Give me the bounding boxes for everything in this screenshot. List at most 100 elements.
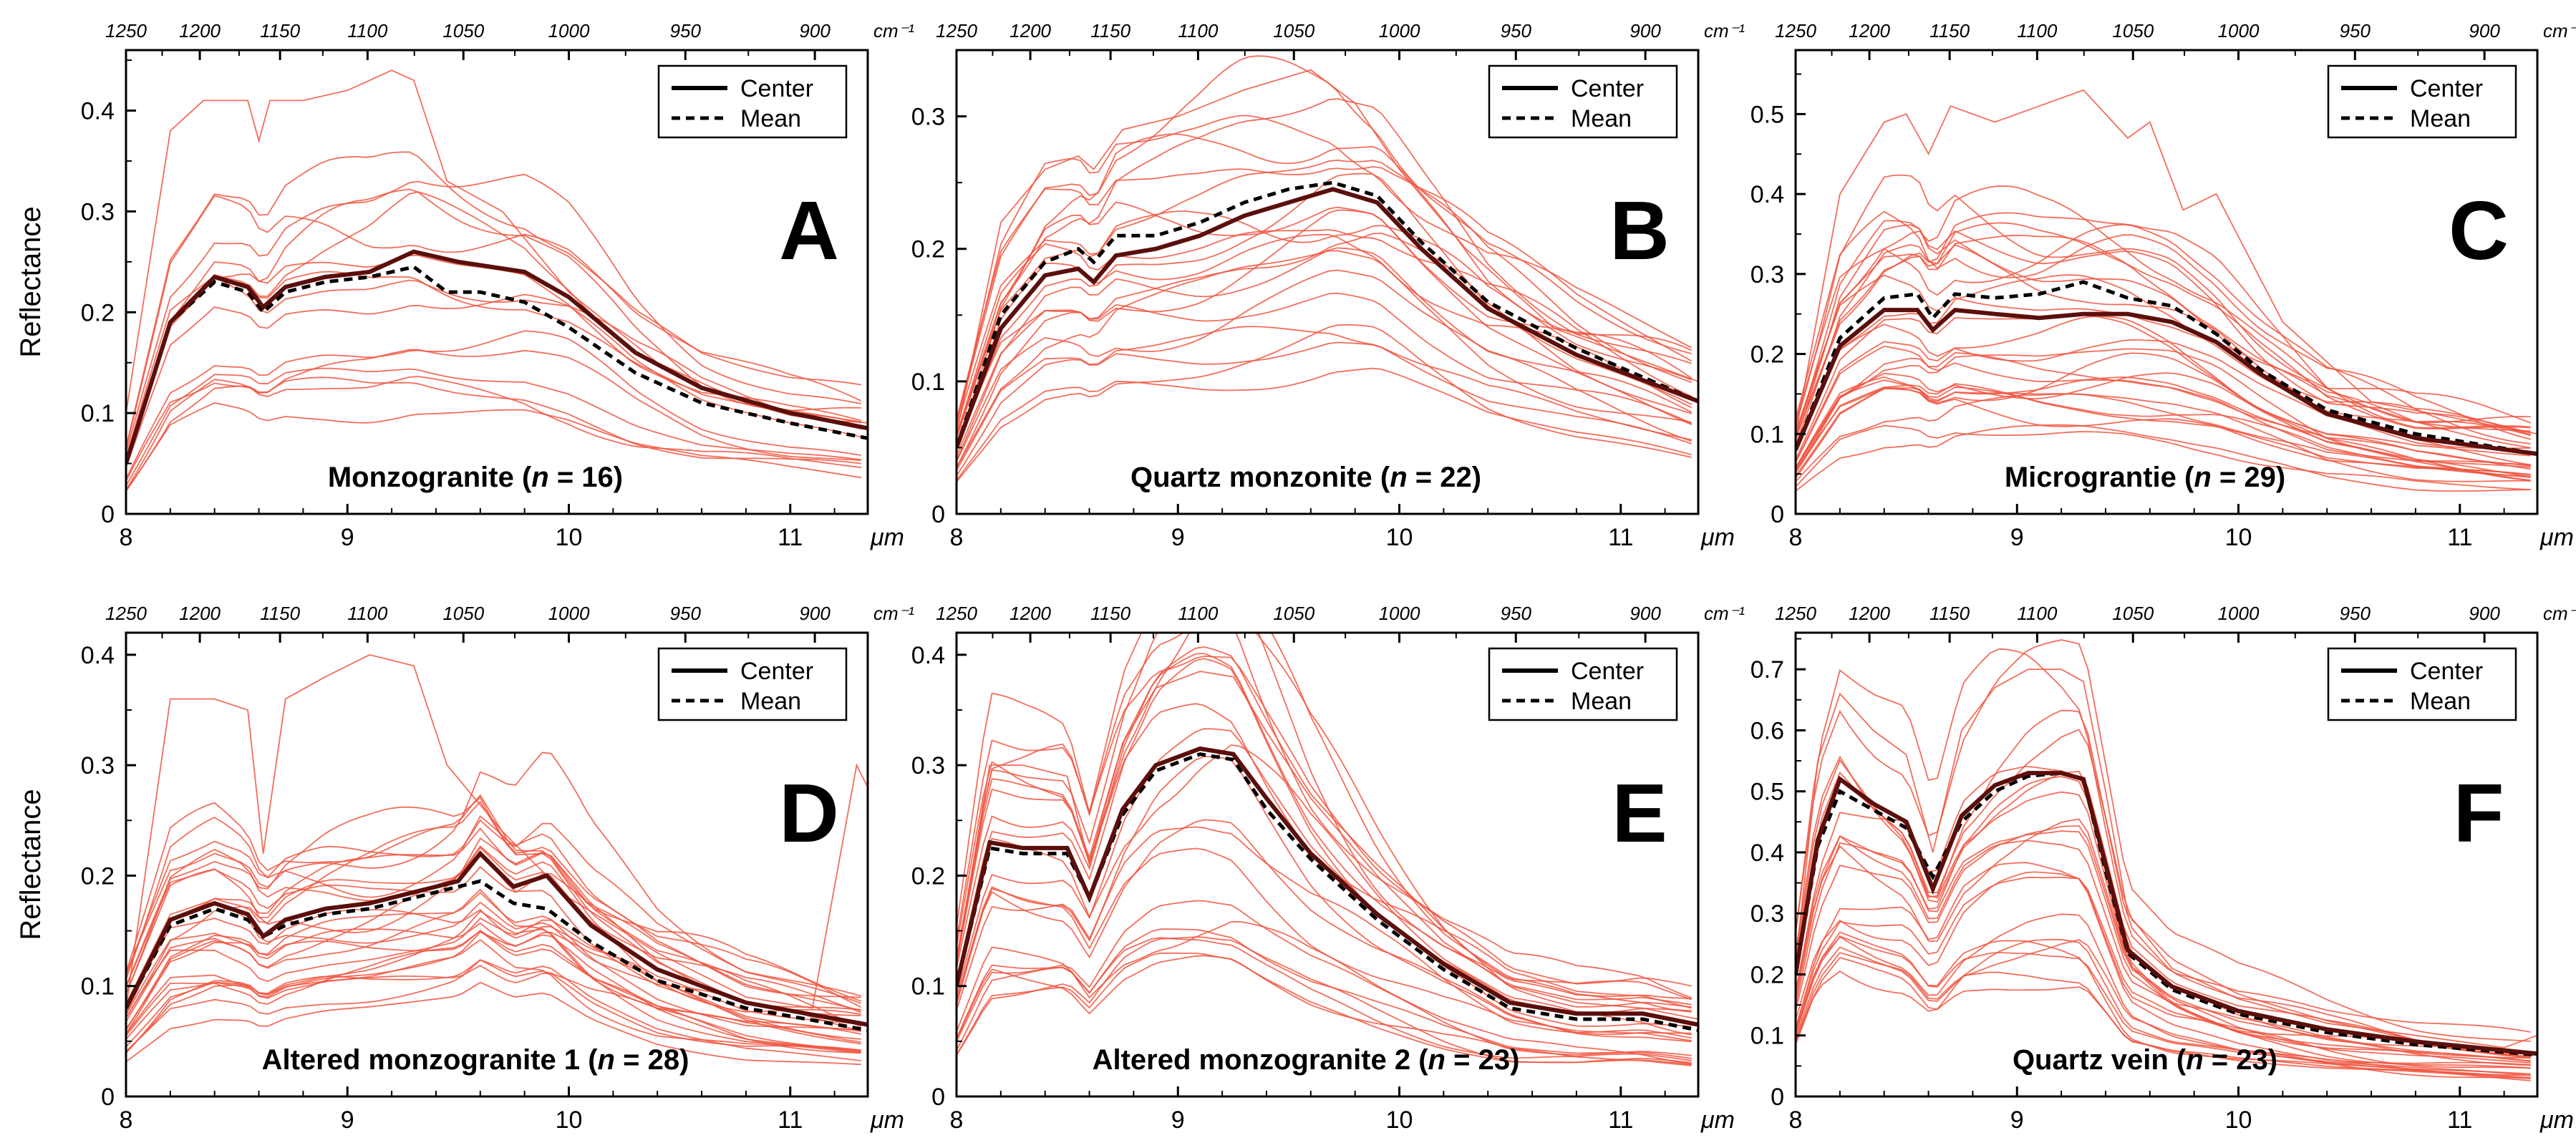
legend-center-label: Center xyxy=(740,658,813,685)
sample-spectrum-line xyxy=(957,159,1693,429)
y-tick-label: 0.4 xyxy=(911,642,945,669)
top-tick-label: 1250 xyxy=(105,603,147,624)
panel-letter: B xyxy=(1609,184,1670,277)
sample-spectrum-line xyxy=(1796,862,2531,1066)
sample-spectrum-line xyxy=(1796,759,2531,1059)
sample-spectrum-line xyxy=(1796,835,2531,1062)
legend-center-label: Center xyxy=(1571,75,1644,102)
sample-spectrum-line xyxy=(957,250,1692,468)
rock-type-label: Altered monzogranite 1 (n = 28) xyxy=(262,1044,689,1076)
plot-frame xyxy=(955,631,1700,1098)
top-unit-label: cm⁻¹ xyxy=(873,603,914,624)
top-tick-label: 1200 xyxy=(179,603,221,624)
top-tick-label: 1150 xyxy=(1090,603,1130,624)
x-tick-label: 10 xyxy=(2225,1106,2252,1134)
x-tick-label: 8 xyxy=(1789,524,1803,551)
sample-spectrum-line xyxy=(126,653,868,1009)
x-tick-label: 9 xyxy=(1171,524,1185,551)
top-tick-label: 1250 xyxy=(1775,603,1816,624)
panel-letter: D xyxy=(779,767,839,860)
legend-box xyxy=(657,647,848,721)
sample-spectrum-line xyxy=(957,55,1692,424)
top-tick-label: 1050 xyxy=(2112,603,2154,624)
sample-spectrum-line xyxy=(1796,938,2531,1079)
legend-box xyxy=(2327,64,2517,139)
top-tick-label: 950 xyxy=(1501,20,1532,42)
top-tick-label: 900 xyxy=(799,603,831,624)
sample-spectrum-line xyxy=(1796,776,2531,1059)
y-tick-label: 0.1 xyxy=(911,369,945,396)
y-tick-label: 0 xyxy=(101,501,115,528)
y-tick-label: 0.2 xyxy=(81,299,115,326)
mean-line xyxy=(1796,771,2537,1057)
top-tick-label: 1050 xyxy=(442,603,484,624)
sample-spectrum-line xyxy=(1796,935,2531,1075)
sample-spectrum-line xyxy=(126,930,861,1035)
sample-spectrum-line xyxy=(1796,274,2531,449)
legend: Center Mean xyxy=(657,64,848,139)
y-axis-title: Reflectance xyxy=(15,206,47,357)
y-tick-label: 0.1 xyxy=(1751,421,1784,448)
y-tick-label: 0 xyxy=(931,501,945,528)
rock-type-count: = 23) xyxy=(1446,1044,1519,1076)
sample-spectrum-line xyxy=(1796,393,2531,482)
y-tick-label: 0.3 xyxy=(81,198,115,225)
panel-letter: C xyxy=(2449,184,2509,277)
y-tick-label: 0.5 xyxy=(1751,779,1784,806)
sample-spectrum-line xyxy=(957,671,1698,1020)
y-axis-title: Reflectance xyxy=(15,789,47,940)
plot-frame xyxy=(125,49,869,515)
y-tick-label: 0.3 xyxy=(1751,900,1784,928)
x-tick-label: 11 xyxy=(2447,524,2472,551)
x-unit-label: μm xyxy=(870,524,904,551)
sample-spectrum-line xyxy=(1796,372,2531,477)
sample-spectrum-line xyxy=(957,728,1692,1028)
sample-spectrum-line xyxy=(1796,383,2531,477)
sample-spectrum-line xyxy=(957,229,1693,437)
top-tick-label: 900 xyxy=(2469,603,2500,624)
sample-spectrum-line xyxy=(957,955,1692,1066)
y-tick-label: 0.3 xyxy=(1751,261,1784,288)
top-tick-label: 1050 xyxy=(1273,603,1314,624)
top-tick-label: 1200 xyxy=(1849,603,1890,624)
panel-b: 0 0.1 0.2 0.3 8 9 10 11 μm 1250 1200 1150 1100 1050 10… xyxy=(911,20,1745,551)
y-tick-label: 0.1 xyxy=(911,973,945,1001)
rock-type-name: Micrograntie ( xyxy=(2005,462,2194,493)
top-unit-label: cm⁻¹ xyxy=(2543,20,2576,42)
sample-spectrum-line xyxy=(957,646,1692,1008)
mean-line xyxy=(957,752,1698,1032)
y-tick-label: 0.4 xyxy=(81,642,115,669)
legend-mean-label: Mean xyxy=(2410,105,2471,132)
sample-spectrum-line xyxy=(126,959,861,1061)
sample-spectrum-line xyxy=(126,917,861,1045)
top-unit-label: cm⁻¹ xyxy=(1704,603,1745,624)
sample-spectrum-line xyxy=(126,151,861,448)
sample-spectrum-line xyxy=(126,188,861,460)
top-tick-label: 1100 xyxy=(2017,603,2057,624)
sample-spectra xyxy=(1796,89,2537,492)
top-tick-label: 950 xyxy=(2340,603,2371,624)
sample-spectrum-line xyxy=(126,349,861,482)
top-tick-label: 1100 xyxy=(1178,603,1218,624)
sample-spectrum-line xyxy=(1796,212,2531,438)
x-tick-label: 9 xyxy=(1171,1106,1185,1134)
plot-frame xyxy=(125,631,869,1098)
sample-spectrum-line xyxy=(957,633,1692,1013)
x-tick-label: 11 xyxy=(778,1106,803,1134)
top-tick-label: 900 xyxy=(2469,20,2500,42)
legend-mean-label: Mean xyxy=(740,105,801,132)
legend-center-label: Center xyxy=(2410,75,2483,102)
panel-letter: F xyxy=(2454,767,2504,860)
rock-type-count: = 16) xyxy=(549,462,623,493)
top-tick-label: 1200 xyxy=(1849,20,1890,42)
rock-type-n: n xyxy=(1428,1044,1446,1076)
sample-spectrum-line xyxy=(957,341,1692,477)
sample-spectrum-line xyxy=(126,908,861,1025)
x-unit-label: μm xyxy=(1700,1106,1735,1134)
sample-spectrum-line xyxy=(957,165,1693,420)
top-tick-label: 1000 xyxy=(2218,603,2260,624)
legend-center-label: Center xyxy=(2410,658,2483,685)
top-tick-label: 1100 xyxy=(347,603,387,624)
x-tick-label: 8 xyxy=(1789,1106,1803,1134)
